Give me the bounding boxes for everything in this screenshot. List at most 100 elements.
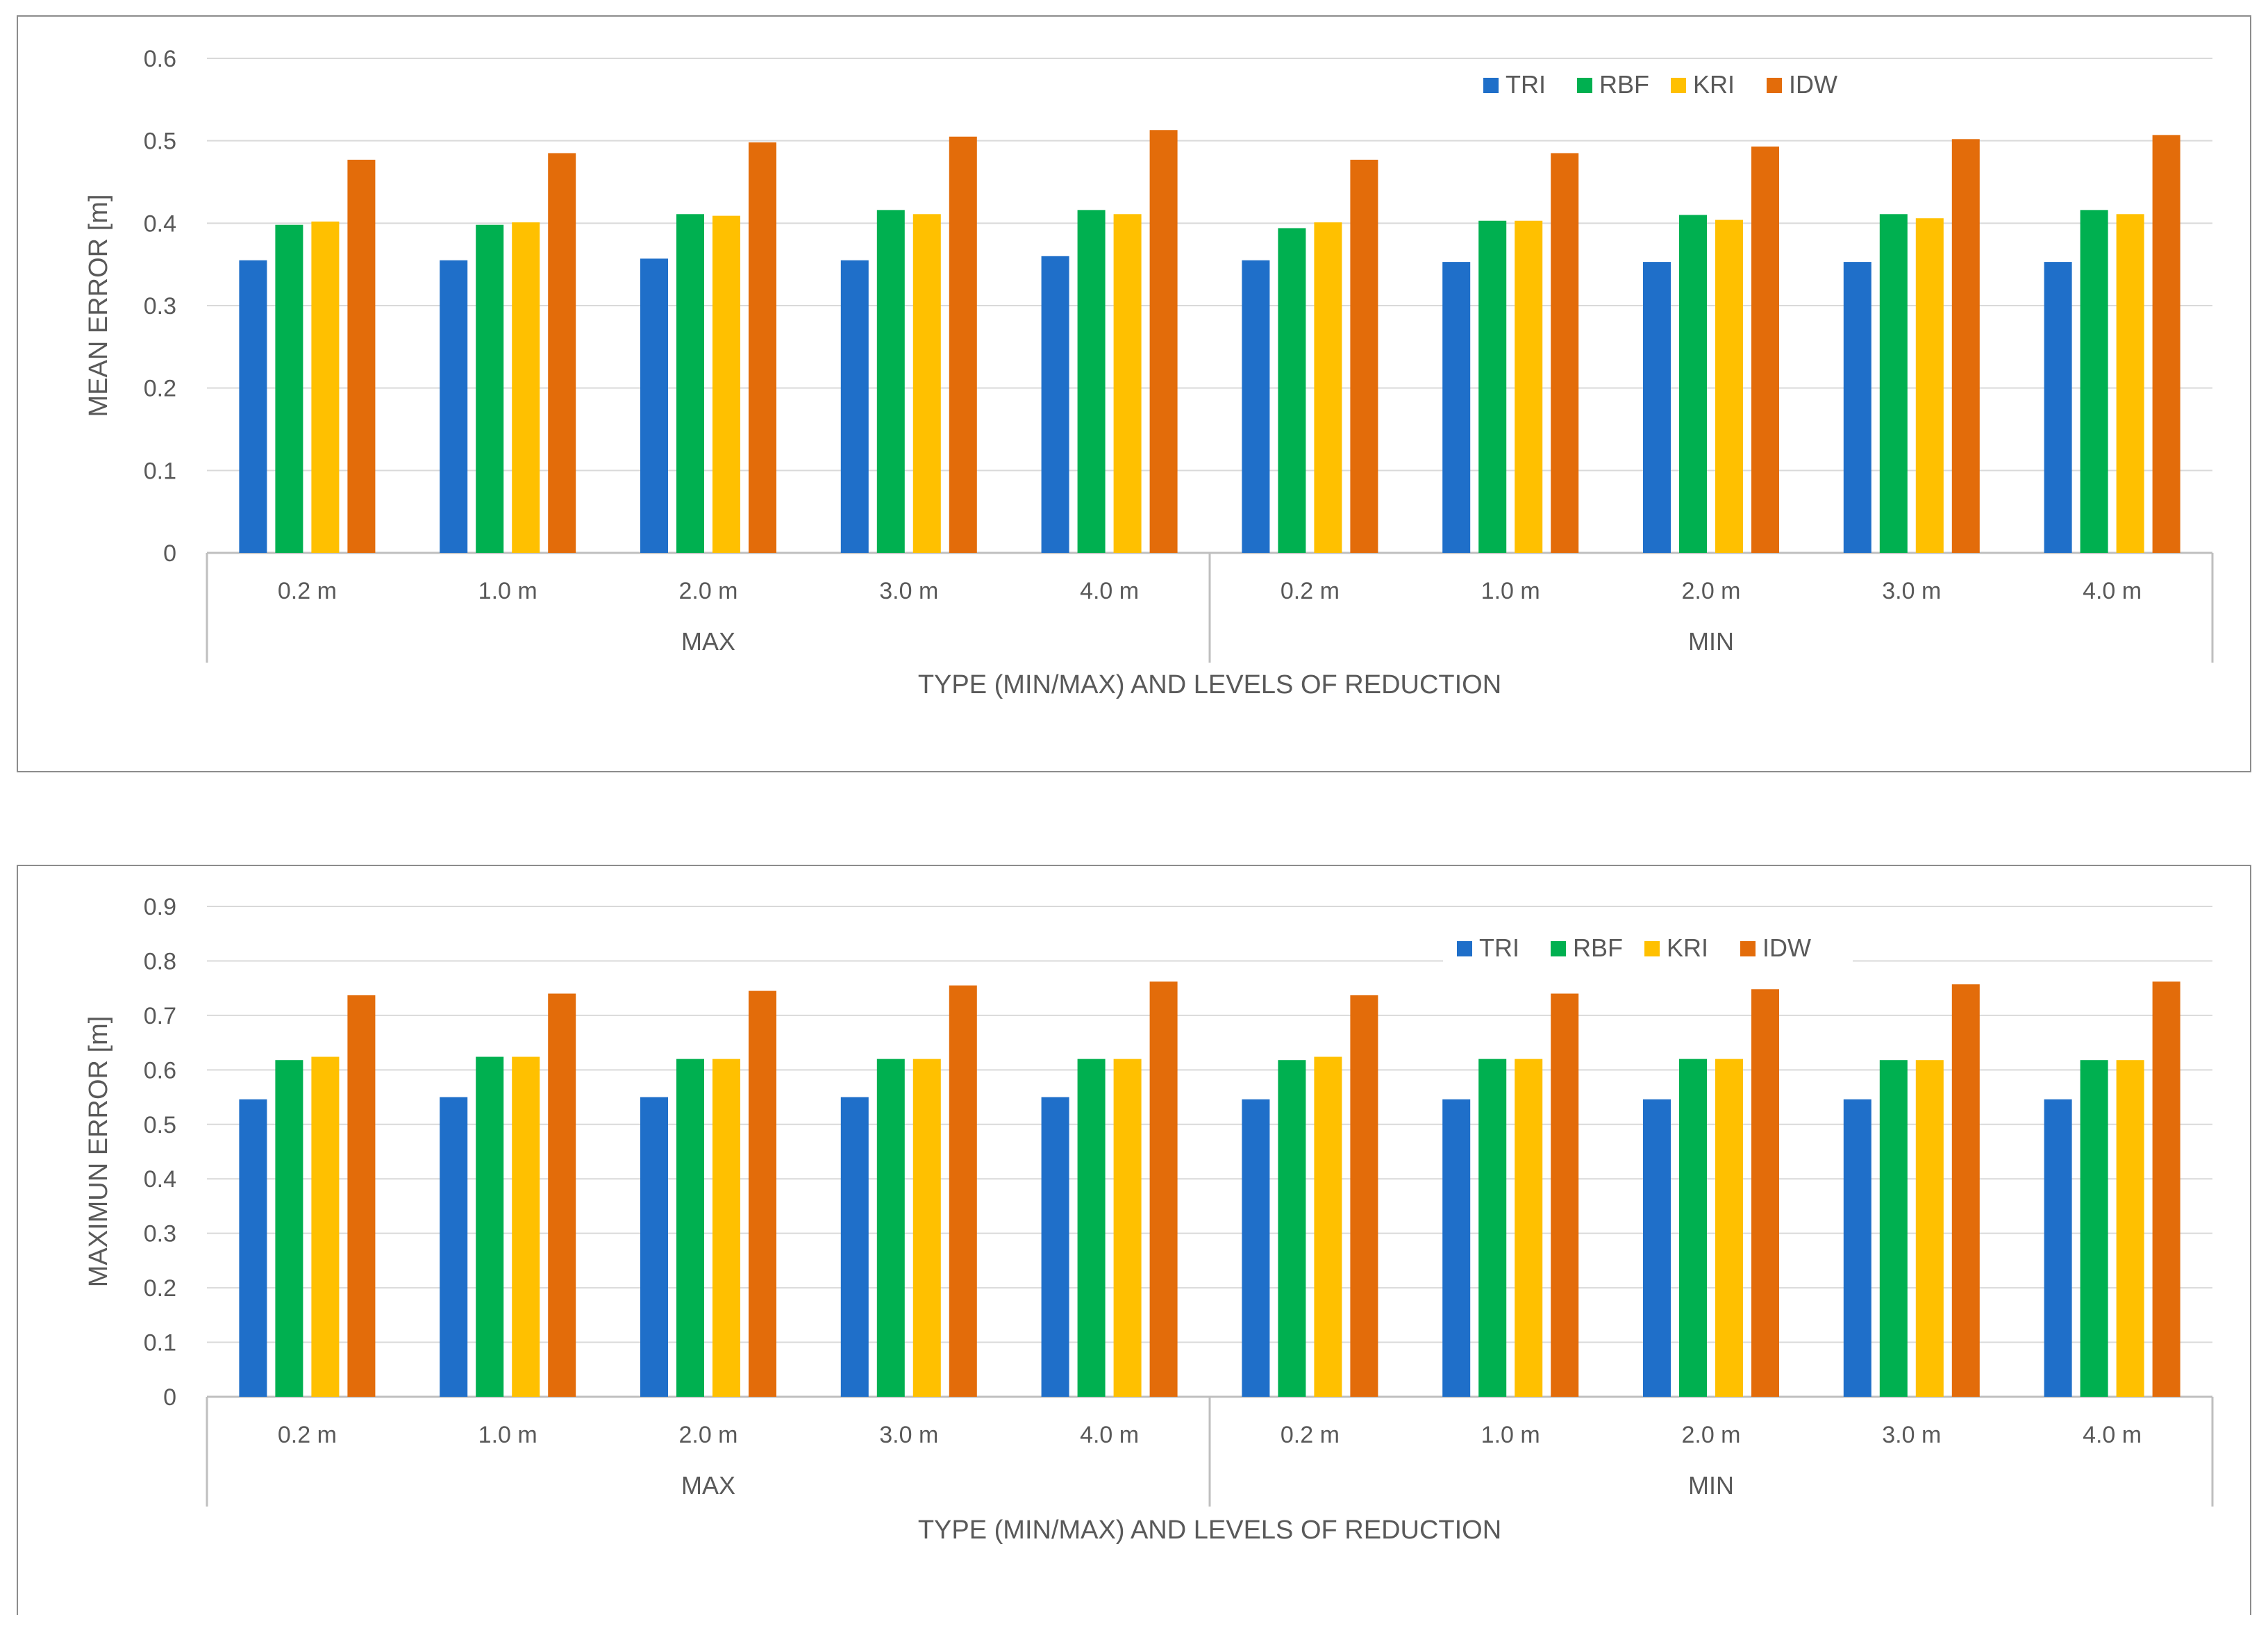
bar-rbf	[876, 210, 905, 553]
x-category-label: 1.0 m	[478, 578, 537, 604]
bar-tri	[2044, 262, 2072, 553]
legend-swatch-kri	[1644, 941, 1660, 956]
x-axis-title: TYPE (MIN/MAX) AND LEVELS OF REDUCTION	[918, 1516, 1501, 1545]
y-tick-label: 0.1	[144, 458, 176, 484]
x-category-label: 3.0 m	[879, 1422, 938, 1448]
bar-kri	[1715, 219, 1743, 553]
mean-error-chart: 0 0.1 0.2 0.3 0.4 0.5 0.6 0.2 m 1.0 m 2.0 m 3.0 m 4…	[84, 46, 2214, 699]
y-tick-label: 0.9	[144, 894, 176, 920]
bar-kri	[2116, 214, 2144, 553]
bar-kri	[1113, 214, 1142, 553]
bar-rbf	[1478, 1059, 1507, 1397]
y-axis-title: MAXIMUN ERROR [m]	[84, 1016, 113, 1288]
legend-label-tri: TRI	[1506, 70, 1546, 99]
bar-rbf	[1278, 1060, 1306, 1397]
x-category-label: 3.0 m	[879, 578, 938, 604]
bar-rbf	[1679, 215, 1707, 553]
bar-rbf	[476, 1056, 504, 1397]
bar-idw	[1551, 153, 1579, 553]
legend-swatch-tri	[1457, 941, 1472, 956]
x-category-label: 1.0 m	[478, 1422, 537, 1448]
legend-swatch-rbf	[1551, 941, 1566, 956]
bar-idw	[1951, 139, 1980, 553]
bar-kri	[1515, 1059, 1543, 1397]
bar-idw	[347, 995, 376, 1397]
bar-tri	[1041, 1097, 1069, 1397]
bar-idw	[2152, 135, 2181, 554]
legend-label-kri: KRI	[1693, 70, 1735, 99]
bar-rbf	[1077, 1059, 1106, 1397]
legend-swatch-kri	[1671, 78, 1686, 93]
bar-idw	[548, 993, 576, 1397]
y-tick-label: 0.7	[144, 1003, 176, 1029]
bar-tri	[840, 1097, 869, 1397]
bar-rbf	[876, 1059, 905, 1397]
y-tick-label: 0.2	[144, 1275, 176, 1302]
bar-idw	[2152, 981, 2181, 1397]
bar-idw	[749, 990, 776, 1397]
legend-label-rbf: RBF	[1599, 70, 1649, 99]
x-category-label: 4.0 m	[1080, 578, 1139, 604]
x-group-label: MAX	[681, 627, 735, 656]
bar-tri	[640, 258, 668, 553]
bar-idw	[1149, 981, 1178, 1397]
bar-rbf	[275, 224, 303, 553]
y-tick-label: 0.8	[144, 948, 176, 974]
bar-kri	[712, 1059, 740, 1397]
x-group-label: MIN	[1688, 627, 1734, 656]
bar-tri	[440, 1097, 468, 1397]
legend-label-rbf: RBF	[1573, 934, 1623, 962]
bar-idw	[749, 142, 776, 554]
y-tick-label: 0	[163, 1384, 176, 1411]
legend-swatch-idw	[1740, 941, 1756, 956]
bar-idw	[1551, 993, 1579, 1397]
y-tick-label: 0	[163, 540, 176, 567]
bar-rbf	[1679, 1059, 1707, 1397]
x-group-label: MAX	[681, 1471, 735, 1500]
bar-tri	[239, 260, 267, 553]
y-tick-label: 0.6	[144, 46, 176, 72]
x-category-label: 0.2 m	[278, 1422, 337, 1448]
bar-idw	[1149, 130, 1178, 554]
mean-error-chart-panel: 0 0.1 0.2 0.3 0.4 0.5 0.6 0.2 m 1.0 m 2.0 m 3.0 m 4…	[17, 15, 2251, 772]
y-tick-label: 0.2	[144, 376, 176, 402]
bar-tri	[2044, 1099, 2072, 1397]
y-tick-label: 0.3	[144, 1221, 176, 1247]
x-category-label: 0.2 m	[278, 578, 337, 604]
bar-idw	[347, 159, 376, 553]
y-tick-label: 0.4	[144, 1166, 176, 1193]
bar-rbf	[676, 1059, 704, 1397]
legend-label-idw: IDW	[1762, 934, 1811, 962]
bar-tri	[1041, 256, 1069, 553]
bar-tri	[1843, 1099, 1871, 1397]
bar-kri	[1113, 1059, 1142, 1397]
bar-idw	[949, 136, 977, 553]
x-category-label: 4.0 m	[2083, 1422, 2142, 1448]
bar-rbf	[1077, 210, 1106, 553]
maximum-error-chart: 0 0.1 0.2 0.3 0.4 0.5 0.6 0.7 0.8 0.9 0.2 m 1.0 m 2.…	[84, 894, 2214, 1545]
bar-tri	[1643, 262, 1671, 553]
x-group-label: MIN	[1688, 1471, 1734, 1500]
bar-tri	[1843, 262, 1871, 553]
bar-kri	[512, 222, 540, 553]
bar-kri	[1314, 222, 1342, 553]
bar-kri	[1715, 1059, 1743, 1397]
x-category-label: 3.0 m	[1882, 1422, 1941, 1448]
x-category-label: 1.0 m	[1481, 1422, 1540, 1448]
legend-label-tri: TRI	[1479, 934, 1519, 962]
x-axis-title: TYPE (MIN/MAX) AND LEVELS OF REDUCTION	[918, 670, 1501, 699]
y-tick-label: 0.3	[144, 293, 176, 320]
x-category-label: 4.0 m	[1080, 1422, 1139, 1448]
x-category-label: 4.0 m	[2083, 578, 2142, 604]
bar-rbf	[1879, 1060, 1908, 1397]
bar-rbf	[2080, 1060, 2108, 1397]
legend-swatch-tri	[1483, 78, 1499, 93]
legend-swatch-rbf	[1577, 78, 1592, 93]
bar-idw	[1350, 995, 1378, 1397]
bar-idw	[1951, 984, 1980, 1397]
y-axis-title: MEAN ERROR [m]	[84, 194, 113, 417]
y-tick-label: 0.5	[144, 128, 176, 155]
bar-tri	[640, 1097, 668, 1397]
legend-label-kri: KRI	[1667, 934, 1708, 962]
bar-idw	[949, 985, 977, 1397]
